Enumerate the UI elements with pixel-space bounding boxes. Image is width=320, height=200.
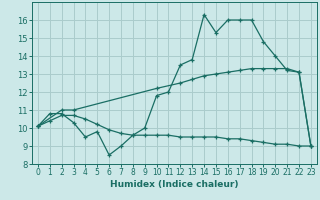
X-axis label: Humidex (Indice chaleur): Humidex (Indice chaleur)	[110, 180, 239, 189]
